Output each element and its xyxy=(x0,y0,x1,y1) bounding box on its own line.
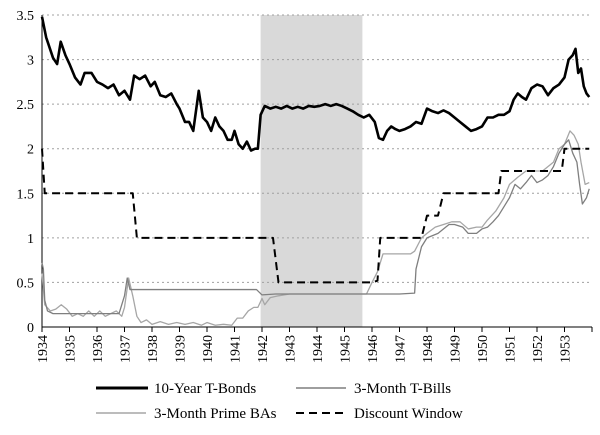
y-tick-label: 3.5 xyxy=(17,9,35,24)
legend: 10-Year T-Bonds 3-Month T-Bills 3-Month … xyxy=(96,381,463,422)
x-tick-label: 1935 xyxy=(64,335,79,363)
x-tick-label: 1942 xyxy=(256,335,271,363)
x-tick-label: 1950 xyxy=(476,335,491,363)
x-tick-label: 1934 xyxy=(36,335,51,363)
x-tick-label: 1945 xyxy=(339,335,354,363)
x-tick-label: 1937 xyxy=(119,335,134,363)
x-tick-labels: 1934 1935 1936 1937 1938 1939 1940 1941 1942 1943… xyxy=(36,335,574,363)
series-lines xyxy=(40,16,591,326)
y-tick-label: 1 xyxy=(27,232,34,247)
gridlines xyxy=(42,14,592,283)
series-line-10-year-t-bonds xyxy=(40,16,591,152)
x-tick-label: 1944 xyxy=(311,335,326,363)
x-tick-label: 1936 xyxy=(91,335,106,363)
x-tick-label: 1940 xyxy=(201,335,216,363)
x-tick-label: 1947 xyxy=(394,335,409,363)
y-tick-label: 2.5 xyxy=(17,98,35,113)
series-line-3-month-t-bills xyxy=(41,139,590,315)
y-tick-label: 0.5 xyxy=(17,276,35,291)
legend-item-discount-window: Discount Window xyxy=(296,406,463,422)
x-tick-label: 1949 xyxy=(449,335,464,363)
shaded-period xyxy=(260,15,363,327)
legend-item-10-year-t-bonds: 10-Year T-Bonds xyxy=(96,381,256,397)
shaded-period-rect xyxy=(260,15,363,327)
legend-label-3-month-prime-bas: 3-Month Prime BAs xyxy=(154,406,277,422)
legend-label-3-month-t-bills: 3-Month T-Bills xyxy=(354,381,451,397)
legend-item-3-month-t-bills: 3-Month T-Bills xyxy=(296,381,451,397)
y-tick-label: 1.5 xyxy=(17,187,35,202)
legend-label-discount-window: Discount Window xyxy=(354,406,463,422)
x-tick-label: 1948 xyxy=(421,335,436,363)
y-tick-labels: 0 0.5 1 1.5 2 2.5 3 3.5 xyxy=(17,9,35,336)
x-tick-label: 1938 xyxy=(146,335,161,363)
y-tick-label: 2 xyxy=(27,143,34,158)
legend-item-3-month-prime-bas: 3-Month Prime BAs xyxy=(96,406,277,422)
x-tick-label: 1946 xyxy=(366,335,381,363)
x-tick-label: 1943 xyxy=(284,335,299,363)
x-tick-label: 1953 xyxy=(559,335,574,363)
legend-label-10-year-t-bonds: 10-Year T-Bonds xyxy=(154,381,256,397)
x-tick-label: 1939 xyxy=(174,335,189,363)
series-line-discount-window xyxy=(41,147,590,284)
x-tick-label: 1941 xyxy=(229,335,244,363)
y-tick-label: 0 xyxy=(27,321,34,336)
x-tick-label: 1952 xyxy=(531,335,546,363)
x-tick-label: 1951 xyxy=(504,335,519,363)
y-tick-label: 3 xyxy=(27,54,34,69)
